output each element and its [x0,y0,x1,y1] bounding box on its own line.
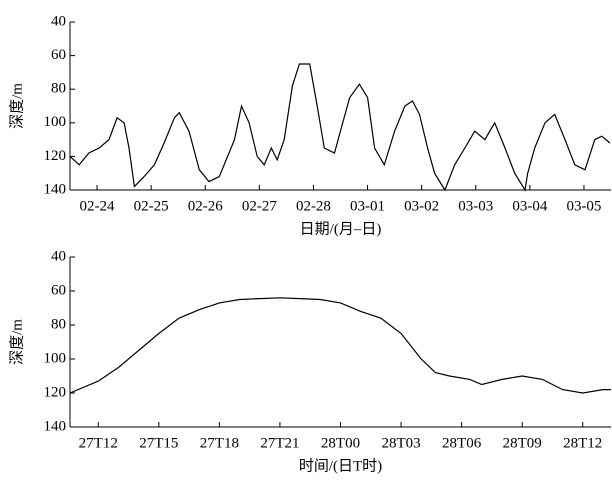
x-axis-label: 时间/(日T时) [299,457,382,474]
x-tick-label: 03-01 [350,198,385,214]
y-tick-label: 140 [44,418,67,434]
y-tick-label: 100 [44,114,67,130]
x-tick-label: 28T06 [442,435,482,451]
x-tick-label: 03-03 [458,198,493,214]
y-tick-label: 100 [44,350,67,366]
x-tick-label: 03-04 [512,198,547,214]
y-tick-label: 60 [51,282,66,298]
line [69,297,611,394]
line [69,63,611,192]
x-tick-label: 02-28 [296,198,331,214]
x-tick-label: 03-02 [404,198,439,214]
x-tick-label: 27T12 [79,435,118,451]
x-tick-label: 27T21 [260,435,299,451]
y-axis-label: 深度/m [8,83,25,129]
x-tick-label: 28T03 [381,435,420,451]
y-tick-label: 40 [51,13,66,29]
x-tick-label: 03-05 [566,198,601,214]
x-tick-label: 02-24 [80,198,115,214]
y-axis-label: 深度/m [8,319,25,365]
x-tick-label: 28T09 [503,435,542,451]
y-tick-label: 120 [44,148,67,164]
y-tick-label: 40 [51,248,66,264]
x-tick-label: 02-26 [188,198,223,214]
x-axis-label: 日期/(月–日) [300,220,382,237]
x-tick-label: 27T15 [139,435,178,451]
y-tick-label: 60 [51,47,66,63]
x-tick-label: 02-27 [242,198,277,214]
y-tick-label: 120 [44,384,67,400]
x-tick-label: 27T18 [200,435,239,451]
y-tick-label: 80 [51,81,66,97]
y-tick-label: 80 [51,316,66,332]
x-tick-label: 28T00 [321,435,360,451]
x-tick-label: 02-25 [134,198,169,214]
y-tick-label: 140 [44,181,67,197]
x-tick-label: 28T12 [563,435,602,451]
